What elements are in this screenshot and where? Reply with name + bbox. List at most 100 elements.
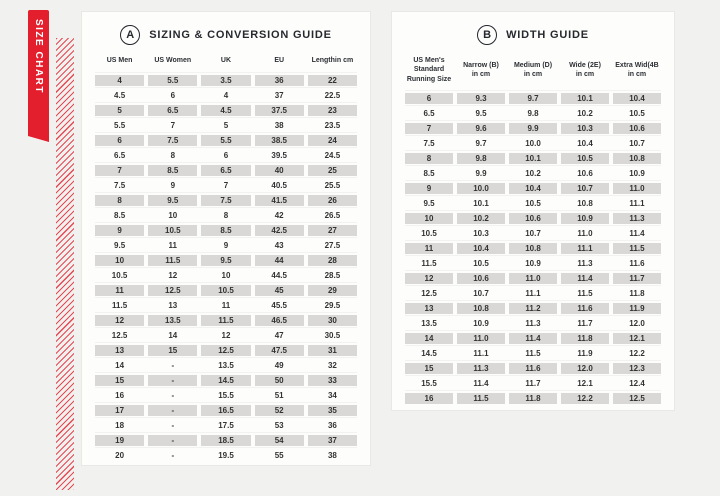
table-cell: 19 xyxy=(95,435,145,446)
table-cell: 10 xyxy=(405,213,453,224)
size-chart-tab[interactable]: SIZE CHART xyxy=(28,10,49,142)
column-header: US Men xyxy=(106,57,133,65)
table-row: 12.5 10.7 11.1 11.5 11.8 xyxy=(405,286,661,301)
table-cell: 10.5 xyxy=(561,153,609,164)
table-cell: 11.4 xyxy=(473,379,489,388)
table-row: 12 10.6 11.0 11.4 11.7 xyxy=(405,271,661,286)
table-cell: 38.5 xyxy=(254,135,304,146)
table-cell: 11 xyxy=(405,243,453,254)
table-cell: 9.5 xyxy=(201,255,251,266)
table-cell: 11 xyxy=(168,241,178,250)
table-cell: 42.5 xyxy=(254,225,304,236)
table-cell: 12.4 xyxy=(629,379,645,388)
table-row: 11 10.4 10.8 11.1 11.5 xyxy=(405,241,661,256)
table-cell: 6.5 xyxy=(114,151,126,160)
table-cell: 5.5 xyxy=(148,75,198,86)
table-cell: 10.6 xyxy=(613,123,661,134)
sizing-guide-header-row: US Men US Women UK EU Lengthin cm xyxy=(95,54,357,68)
width-guide-table: 6 9.3 9.7 10.1 10.4 6.5 9.5 9.8 10.2 10.5 7 9.6 9.9 1… xyxy=(405,91,661,406)
table-cell: 12.5 xyxy=(111,331,128,340)
table-cell: 12.5 xyxy=(201,345,251,356)
table-cell: 13 xyxy=(95,345,145,356)
table-cell: 8.5 xyxy=(423,169,435,178)
table-row: 9.5 11 9 43 27.5 xyxy=(95,238,357,253)
table-cell: 12 xyxy=(168,271,178,280)
table-cell: 10.1 xyxy=(561,93,609,104)
table-cell: 18 xyxy=(115,421,125,430)
table-cell: 53 xyxy=(274,421,284,430)
table-row: 12.5 14 12 47 30.5 xyxy=(95,328,357,343)
width-guide-title-row: B WIDTH GUIDE xyxy=(405,24,661,46)
table-cell: 33 xyxy=(307,375,357,386)
table-cell: 16 xyxy=(405,393,453,404)
table-cell: 5 xyxy=(223,121,229,130)
table-cell: 11 xyxy=(221,301,231,310)
table-cell: 11.8 xyxy=(561,333,609,344)
table-cell: 8.5 xyxy=(201,225,251,236)
table-cell: 10.5 xyxy=(421,229,437,238)
table-cell: 13 xyxy=(168,301,178,310)
badge-b-icon: B xyxy=(477,25,498,45)
table-cell: 9.9 xyxy=(475,169,487,178)
table-cell: 5 xyxy=(95,105,145,116)
table-cell: 11.7 xyxy=(577,319,593,328)
table-cell: 7 xyxy=(95,165,145,176)
table-cell: 10.2 xyxy=(577,109,593,118)
table-cell: 30 xyxy=(307,315,357,326)
table-cell: 7 xyxy=(223,181,229,190)
table-cell: 4 xyxy=(95,75,145,86)
table-cell: 6.5 xyxy=(148,105,198,116)
table-cell: 11.5 xyxy=(457,393,505,404)
table-cell: 10.4 xyxy=(613,93,661,104)
table-cell: 14 xyxy=(168,331,178,340)
table-row: 13.5 10.9 11.3 11.7 12.0 xyxy=(405,316,661,331)
table-cell: - xyxy=(171,391,175,400)
table-cell: 12.0 xyxy=(561,363,609,374)
table-cell: 12.3 xyxy=(613,363,661,374)
table-cell: 10.1 xyxy=(509,153,557,164)
table-row: 17-16.5 52 35 xyxy=(95,403,357,418)
table-cell: 12 xyxy=(95,315,145,326)
table-cell: 16 xyxy=(115,391,125,400)
table-cell: 38 xyxy=(274,121,284,130)
sizing-guide-title: SIZING & CONVERSION GUIDE xyxy=(149,29,332,41)
table-cell: 47 xyxy=(274,331,284,340)
table-cell: 44 xyxy=(254,255,304,266)
table-cell: 14 xyxy=(405,333,453,344)
table-row: 14.5 11.1 11.5 11.9 12.2 xyxy=(405,346,661,361)
table-cell: 11.8 xyxy=(629,289,645,298)
table-cell: 10.8 xyxy=(509,243,557,254)
table-cell: 12.5 xyxy=(613,393,661,404)
table-row: 9 10.0 10.4 10.7 11.0 xyxy=(405,181,661,196)
table-cell: 54 xyxy=(254,435,304,446)
table-cell: 10.6 xyxy=(509,213,557,224)
table-cell: 3.5 xyxy=(201,75,251,86)
table-cell: 17 xyxy=(95,405,145,416)
table-cell: 7.5 xyxy=(201,195,251,206)
table-cell: 11.3 xyxy=(613,213,661,224)
table-cell: 46.5 xyxy=(254,315,304,326)
table-cell: 43 xyxy=(274,241,284,250)
table-cell: 7.5 xyxy=(423,139,435,148)
table-row: 5.5 7 5 38 23.5 xyxy=(95,118,357,133)
table-cell: 8 xyxy=(405,153,453,164)
table-cell: 29 xyxy=(307,285,357,296)
width-guide-header-row: US Men's Standard Running Size Narrow (B)… xyxy=(405,54,661,86)
column-header: UK xyxy=(220,57,232,65)
table-cell: 11.6 xyxy=(629,259,645,268)
table-cell: 11.7 xyxy=(613,273,661,284)
table-cell: 45.5 xyxy=(271,301,287,310)
table-cell: 11.6 xyxy=(509,363,557,374)
table-cell: 15.5 xyxy=(218,391,234,400)
table-cell: 11.1 xyxy=(561,243,609,254)
table-cell: 11.0 xyxy=(613,183,661,194)
table-row: 6.5 9.5 9.8 10.2 10.5 xyxy=(405,106,661,121)
table-cell: 8 xyxy=(223,211,229,220)
table-cell: 26 xyxy=(307,195,357,206)
table-row: 10 11.5 9.5 44 28 xyxy=(95,253,357,268)
table-cell: 7.5 xyxy=(148,135,198,146)
table-row: 7.5 9 7 40.5 25.5 xyxy=(95,178,357,193)
sizing-guide-title-row: A SIZING & CONVERSION GUIDE xyxy=(95,24,357,46)
table-cell: 10.6 xyxy=(577,169,593,178)
table-cell: 10.4 xyxy=(509,183,557,194)
